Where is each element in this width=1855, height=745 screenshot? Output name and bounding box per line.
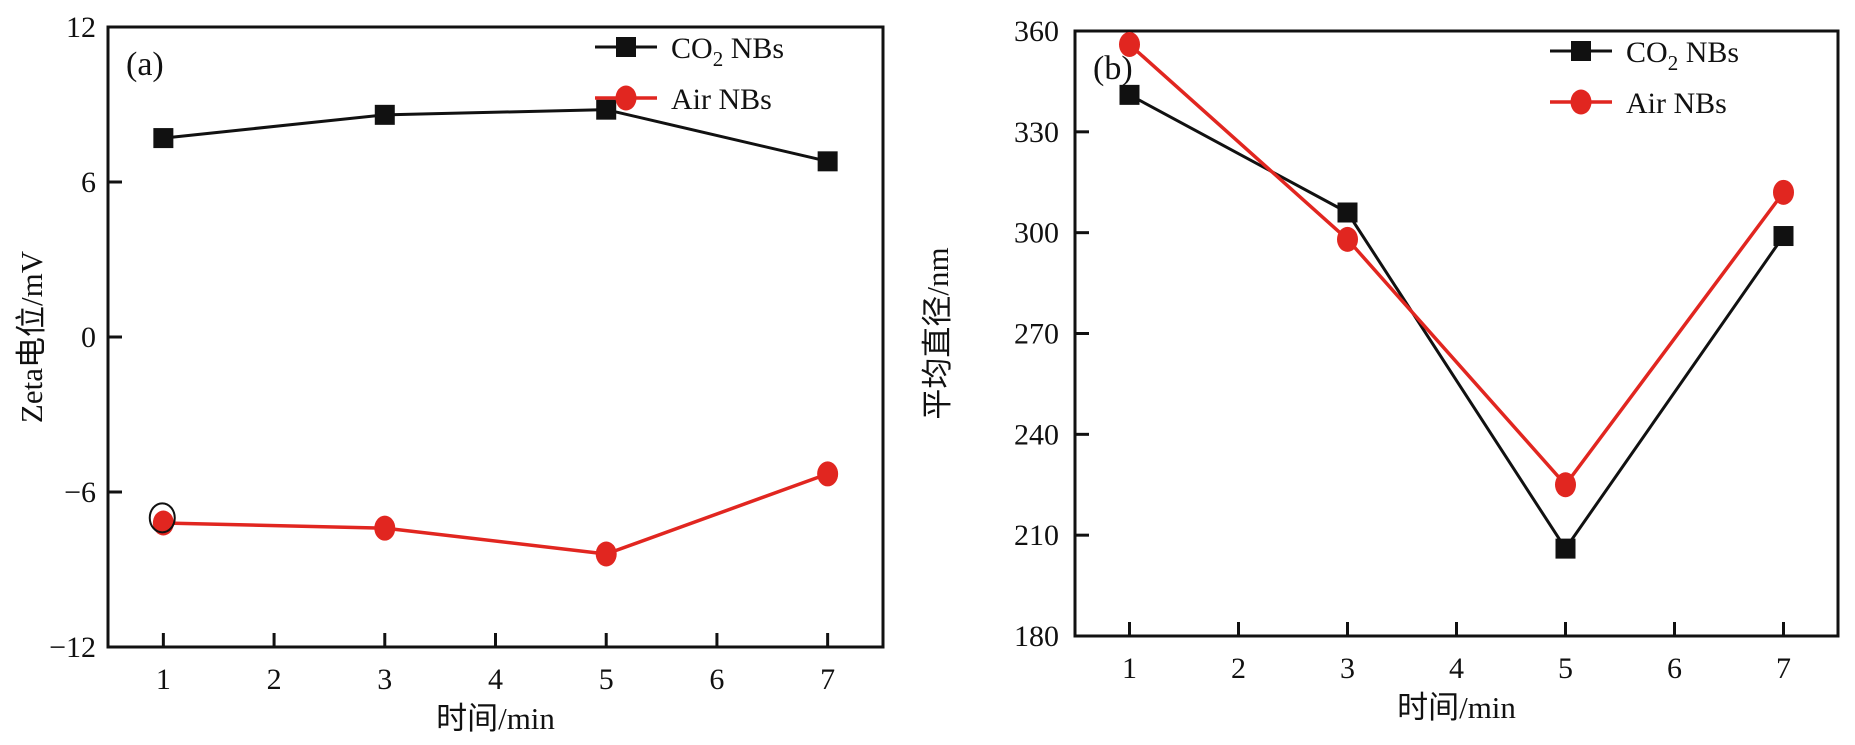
y-axis-label: Zeta电位/mV — [14, 250, 49, 423]
x-tick-label: 5 — [599, 663, 614, 696]
series-air-nbs — [152, 461, 839, 567]
legend-marker — [1571, 41, 1591, 61]
data-point-marker — [817, 461, 839, 487]
data-point-marker — [1119, 84, 1140, 105]
x-tick-label: 6 — [709, 663, 724, 696]
y-tick-label: −12 — [49, 631, 96, 664]
data-point-marker — [1773, 179, 1794, 205]
data-point-marker — [817, 151, 838, 172]
y-tick-label: 12 — [66, 11, 96, 44]
series-air-nbs — [1119, 31, 1794, 498]
y-tick-label: 240 — [1014, 418, 1059, 451]
series-line — [163, 472, 829, 556]
panel-letter: (a) — [126, 46, 164, 83]
legend-marker — [615, 85, 637, 111]
x-axis-label: 时间/min — [436, 701, 555, 736]
panel-b: 1 2 3 4 5 6 7 时间/min 180 210 240 270 300 330 360 平均直径/n… — [920, 15, 1840, 725]
x-tick-label: 4 — [1449, 652, 1464, 685]
legend-marker — [1570, 89, 1592, 115]
data-point-marker — [374, 515, 396, 541]
x-axis: 1 2 3 4 5 6 7 时间/min — [1122, 622, 1791, 725]
legend-entry: CO2 NBs — [1550, 36, 1739, 75]
data-point-marker — [153, 128, 174, 149]
legend-label: CO2 NBs — [671, 32, 784, 71]
y-tick-label: 180 — [1014, 620, 1059, 653]
legend-label: Air NBs — [671, 83, 772, 116]
data-point-marker — [374, 104, 395, 125]
data-point-marker — [595, 541, 617, 567]
series-co2-nbs — [153, 99, 838, 172]
x-tick-label: 1 — [1122, 652, 1137, 685]
x-axis: 1 2 3 4 5 6 7 时间/min — [156, 633, 835, 736]
data-point-marker — [1337, 202, 1358, 223]
x-tick-label: 2 — [1231, 652, 1246, 685]
x-tick-label: 5 — [1558, 652, 1573, 685]
legend-entry: CO2 NBs — [595, 32, 784, 71]
y-tick-label: 330 — [1014, 116, 1059, 149]
series-line — [1128, 93, 1785, 551]
y-tick-label: 270 — [1014, 318, 1059, 351]
x-tick-label: 4 — [488, 663, 503, 696]
x-tick-label: 3 — [377, 663, 392, 696]
y-axis: −12 −6 0 6 12 Zeta电位/mV — [14, 11, 122, 664]
x-tick-label: 7 — [1776, 652, 1791, 685]
legend-entry: Air NBs — [1550, 87, 1727, 120]
data-point-marker — [1555, 538, 1576, 559]
legend: CO2 NBs Air NBs — [1550, 36, 1739, 120]
legend-marker — [616, 37, 636, 57]
y-tick-label: 300 — [1014, 217, 1059, 250]
y-axis: 180 210 240 270 300 330 360 平均直径/nm — [920, 15, 1089, 653]
data-point-marker — [596, 99, 617, 120]
y-axis-label: 平均直径/nm — [920, 247, 955, 419]
y-tick-label: 0 — [81, 321, 96, 354]
series-co2-nbs — [1119, 84, 1794, 559]
data-point-marker — [1119, 31, 1140, 57]
x-tick-label: 1 — [156, 663, 171, 696]
data-point-marker — [1555, 472, 1576, 498]
series-line — [163, 108, 828, 163]
y-tick-label: −6 — [64, 476, 96, 509]
series-line — [1128, 43, 1785, 487]
legend-label: CO2 NBs — [1626, 36, 1739, 75]
data-point-marker — [1337, 226, 1358, 252]
legend-entry: Air NBs — [595, 83, 772, 116]
open-circle-annotation — [148, 502, 176, 534]
axes-box — [106, 25, 885, 649]
legend: CO2 NBs Air NBs — [595, 32, 784, 116]
x-tick-label: 6 — [1667, 652, 1682, 685]
axes-box — [1073, 29, 1840, 638]
data-point-marker — [1773, 226, 1794, 247]
y-tick-label: 210 — [1014, 519, 1059, 552]
x-tick-label: 3 — [1340, 652, 1355, 685]
x-tick-label: 2 — [267, 663, 282, 696]
y-tick-label: 6 — [81, 166, 96, 199]
x-axis-label: 时间/min — [1397, 690, 1516, 725]
x-tick-label: 7 — [820, 663, 835, 696]
y-tick-label: 360 — [1014, 15, 1059, 48]
legend-label: Air NBs — [1626, 87, 1727, 120]
